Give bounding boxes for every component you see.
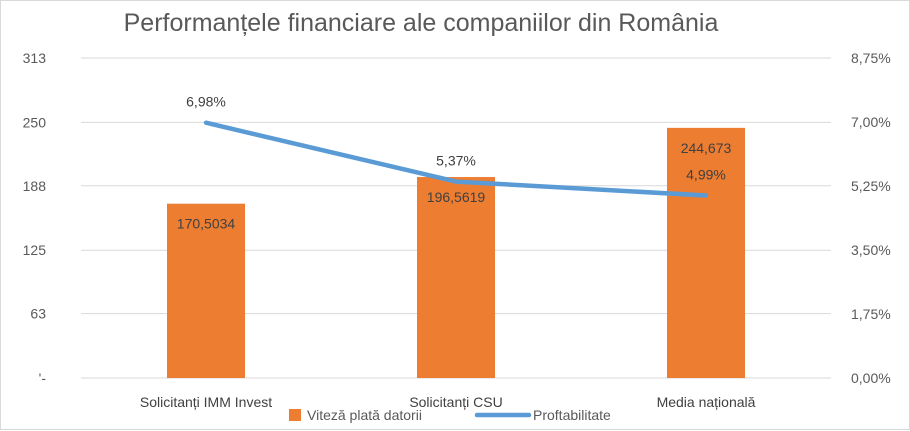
left-axis-tick-label: 250 <box>23 114 47 130</box>
category-label: Solicitanți IMM Invest <box>140 394 272 410</box>
left-axis-tick-label: 125 <box>23 242 47 258</box>
right-axis-tick-label: 3,50% <box>851 242 891 258</box>
left-axis-tick-label: 313 <box>23 50 47 66</box>
right-axis-tick-label: 8,75% <box>851 50 891 66</box>
left-axis-tick-label: '- <box>39 370 47 386</box>
right-axis-tick-label: 7,00% <box>851 114 891 130</box>
bar-data-label: 244,673 <box>681 140 732 156</box>
right-axis-tick-label: 5,25% <box>851 178 891 194</box>
left-axis-tick-label: 63 <box>30 306 46 322</box>
legend-label-line: Proftabilitate <box>533 407 611 423</box>
right-axis-tick-label: 0,00% <box>851 370 891 386</box>
bar-data-label: 170,5034 <box>177 216 236 232</box>
bar-1 <box>167 203 245 378</box>
chart-title: Performanțele financiare ale companiilor… <box>123 9 719 37</box>
line-data-label: 5,37% <box>436 153 476 169</box>
bar-2 <box>417 177 495 378</box>
legend-swatch-bars <box>289 409 301 421</box>
profitability-line <box>203 120 709 198</box>
bar-data-label: 196,5619 <box>427 189 486 205</box>
legend-label-bars: Viteză plată datorii <box>307 407 422 423</box>
category-label: Solicitanți CSU <box>409 394 502 410</box>
right-axis-tick-label: 1,75% <box>851 306 891 322</box>
left-axis-tick-label: 188 <box>23 178 47 194</box>
bar-3 <box>667 127 745 379</box>
line-data-label: 4,99% <box>686 167 726 183</box>
category-label: Media națională <box>657 394 756 410</box>
line-data-label: 6,98% <box>186 94 226 110</box>
